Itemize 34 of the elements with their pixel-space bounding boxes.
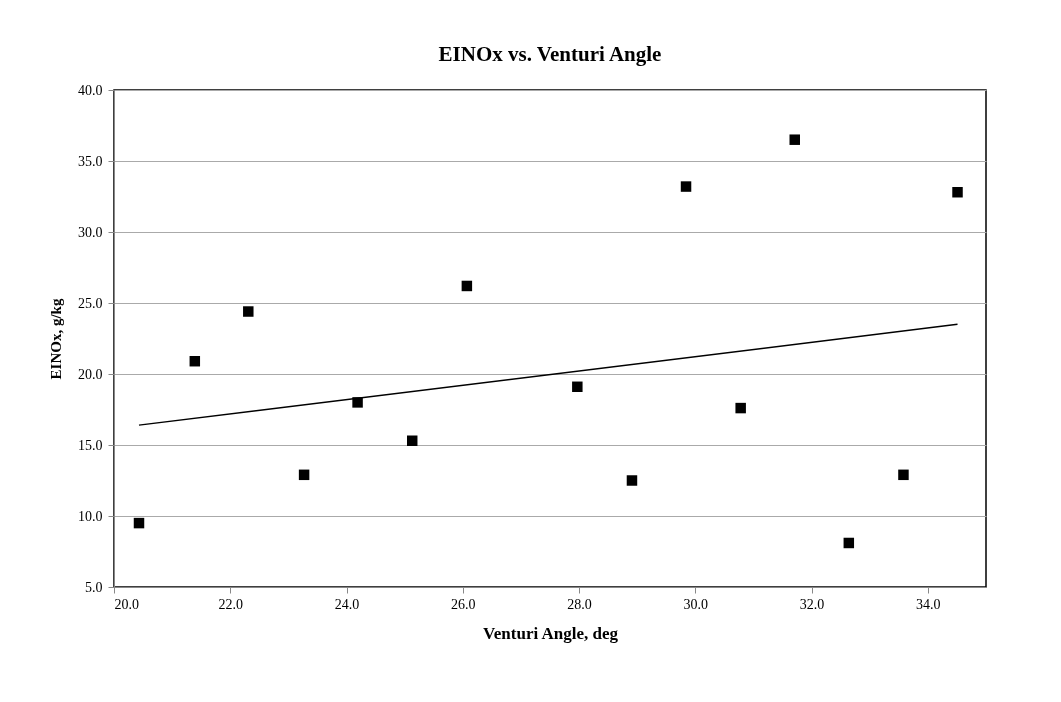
x-tick-label: 22.0	[218, 596, 244, 612]
x-tick-label: 20.0	[114, 596, 139, 612]
x-tick-label: 28.0	[567, 596, 592, 612]
y-tick-label: 35.0	[78, 153, 103, 169]
y-tick-label: 10.0	[78, 508, 103, 524]
y-tick-label: 5.0	[85, 579, 103, 595]
point	[133, 517, 145, 529]
point	[680, 181, 692, 192]
point	[898, 469, 909, 481]
point	[789, 134, 800, 145]
x-tick-label: 24.0	[334, 596, 360, 612]
y-tick-label: 25.0	[78, 295, 103, 311]
point	[406, 435, 418, 446]
point	[461, 280, 473, 292]
y-tick-label: 30.0	[78, 224, 103, 240]
y-tick-label: 20.0	[78, 366, 103, 382]
point	[735, 402, 746, 414]
x-tick-label: 34.0	[916, 596, 941, 612]
point	[298, 469, 310, 481]
point	[572, 381, 583, 393]
point	[352, 397, 363, 408]
y-tick-label: 40.0	[78, 82, 103, 98]
x-tick-label: 30.0	[683, 596, 709, 612]
y-tick-label: 15.0	[78, 437, 103, 453]
point	[626, 475, 638, 486]
point	[843, 537, 855, 549]
x-axis-title: Venturi Angle, deg	[483, 623, 619, 643]
point	[243, 306, 254, 317]
point	[952, 187, 963, 198]
x-tick-label: 26.0	[451, 596, 476, 612]
point	[189, 355, 201, 367]
x-tick-label: 32.0	[799, 596, 825, 612]
chart-title: EINOx vs. Venturi Angle	[438, 42, 662, 66]
y-axis-title: EINOx, g/kg	[48, 298, 64, 380]
